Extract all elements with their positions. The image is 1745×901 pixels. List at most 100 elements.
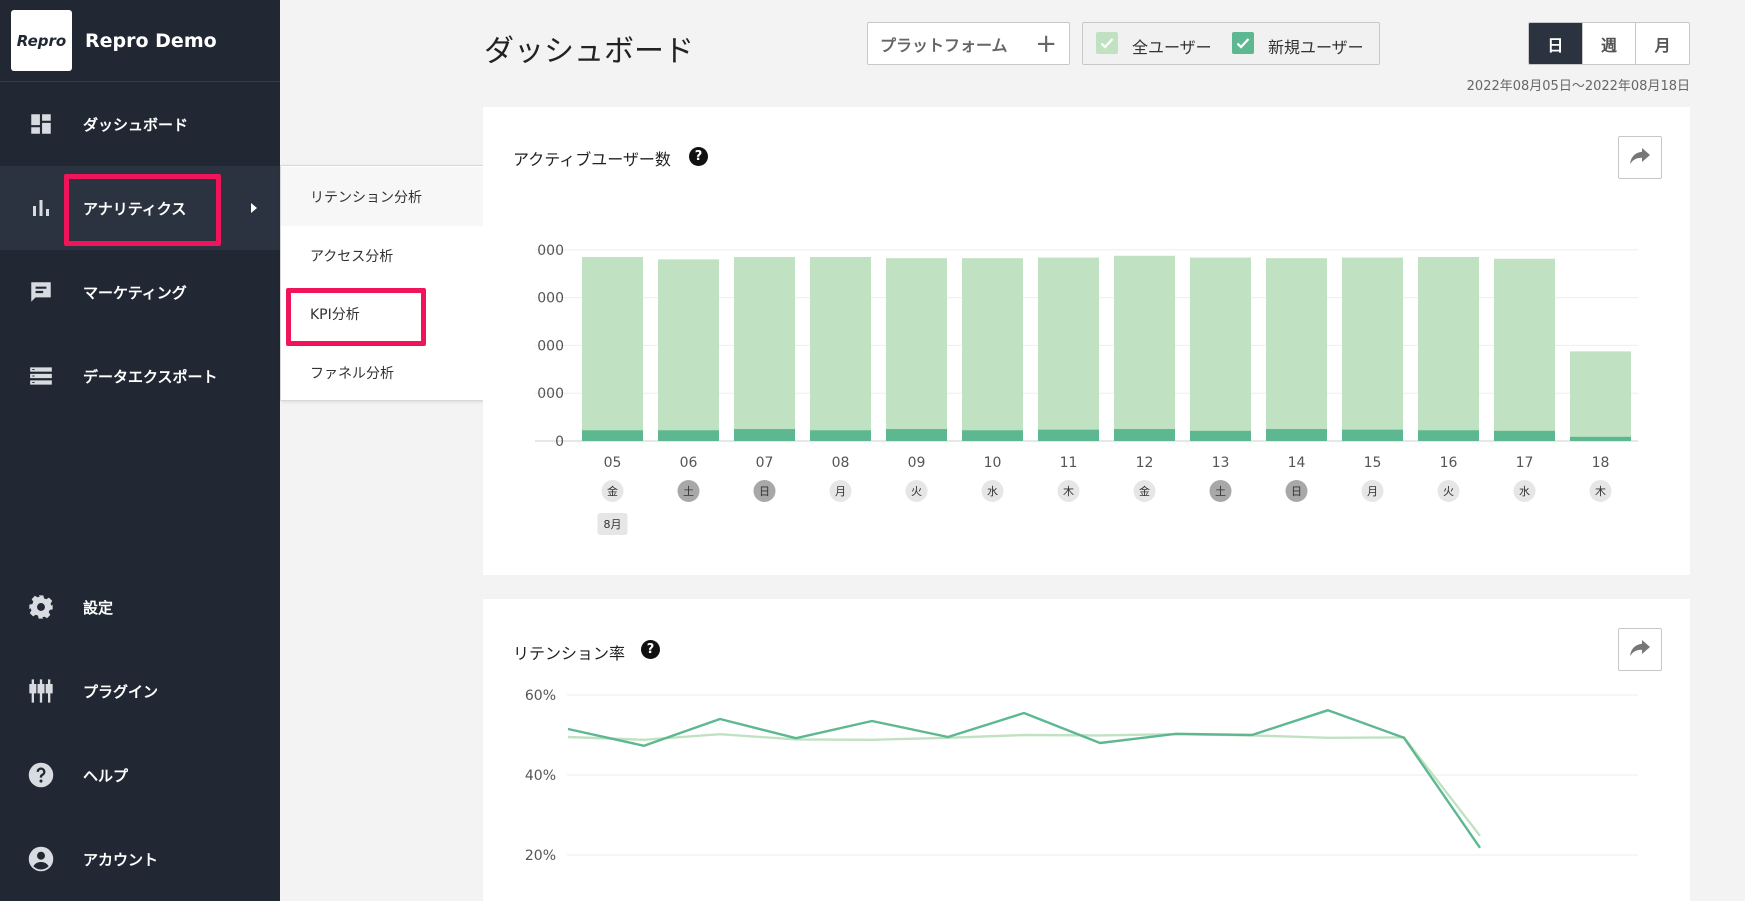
account-icon — [27, 845, 55, 873]
share-button[interactable] — [1618, 136, 1662, 179]
share-button[interactable] — [1618, 628, 1662, 671]
sidebar-item-account[interactable]: アカウント — [0, 817, 280, 901]
sidebar-item-data-export[interactable]: データエクスポート — [0, 334, 280, 418]
sidebar-item-label: プラグイン — [83, 682, 159, 701]
bar-new-users — [658, 430, 719, 441]
help-icon[interactable]: ? — [641, 640, 660, 659]
x-tick-label: 09 — [908, 455, 926, 471]
platform-filter-label: プラットフォーム — [880, 35, 1008, 55]
weekday-label: 月 — [835, 485, 846, 498]
bar-new-users — [1114, 429, 1175, 441]
user-type-filter: 全ユーザー 新規ユーザー — [1082, 22, 1380, 65]
help-icon[interactable]: ? — [689, 147, 708, 166]
date-range: 2022年08月05日〜2022年08月18日 — [1466, 79, 1690, 94]
sidebar-item-plugin[interactable]: プラグイン — [0, 649, 280, 733]
y-tick-label: 20% — [525, 848, 556, 864]
bar-new-users — [1570, 436, 1631, 441]
bar-new-users — [734, 429, 795, 441]
x-tick-label: 15 — [1364, 455, 1382, 471]
sidebar-item-marketing[interactable]: マーケティング — [0, 250, 280, 334]
sidebar-item-label: ヘルプ — [83, 766, 129, 785]
bar-new-users — [886, 429, 947, 441]
sidebar-item-label: 設定 — [83, 598, 114, 617]
weekday-badge — [1133, 480, 1156, 502]
bar-new-users — [1342, 429, 1403, 441]
y-tick-label: 40% — [525, 768, 556, 784]
retention-line-chart: 60% 40% 20% — [525, 688, 1638, 864]
weekday-badge — [905, 480, 928, 502]
bar-new-users — [1266, 429, 1327, 441]
weekday-badge — [1209, 480, 1232, 502]
platform-filter-button[interactable]: プラットフォーム + — [867, 22, 1070, 65]
period-week-button[interactable]: 週 — [1581, 23, 1636, 64]
series-line — [567, 708, 1481, 849]
dashboard-icon — [27, 110, 55, 138]
submenu-item-access[interactable]: アクセス分析 — [310, 248, 394, 265]
brand: Repro Repro Demo — [0, 0, 280, 82]
caret-right-icon — [251, 203, 257, 213]
sidebar-item-label: データエクスポート — [83, 367, 218, 386]
weekday-badge — [1057, 480, 1080, 502]
bar-new-users — [1418, 430, 1479, 441]
weekday-badge — [601, 480, 624, 502]
share-icon — [1629, 639, 1651, 661]
month-badge — [597, 513, 628, 535]
series-line — [567, 732, 1481, 837]
y-tick-label: 0 — [555, 434, 564, 450]
weekday-badge — [829, 480, 852, 502]
sidebar-item-label: マーケティング — [83, 283, 187, 302]
bar-new-users — [1038, 429, 1099, 441]
x-tick-label: 13 — [1212, 455, 1230, 471]
period-day-button[interactable]: 日 — [1529, 23, 1582, 64]
sidebar: Repro Repro Demo ダッシュボード アナリティクス マーケティング… — [0, 0, 280, 901]
repro-logo[interactable]: Repro — [11, 10, 72, 71]
weekday-label: 木 — [1595, 485, 1606, 498]
bar-new-users — [582, 430, 643, 441]
bar-new-users — [1190, 430, 1251, 441]
weekday-label: 火 — [1443, 485, 1454, 498]
weekday-label: 土 — [1215, 485, 1226, 498]
weekday-label: 日 — [1291, 485, 1302, 498]
weekday-badge — [1285, 480, 1308, 502]
submenu-item-funnel[interactable]: ファネル分析 — [310, 365, 394, 382]
plus-icon: + — [1035, 29, 1057, 59]
bar-all-users — [1038, 257, 1099, 441]
sidebar-item-settings[interactable]: 設定 — [0, 565, 280, 649]
sidebar-item-dashboard[interactable]: ダッシュボード — [0, 82, 280, 166]
bar-all-users — [582, 256, 643, 441]
y-tick-label: 000 — [537, 386, 564, 402]
sidebar-item-label: ダッシュボード — [83, 115, 189, 134]
weekday-badge — [1361, 480, 1384, 502]
bar-all-users — [1190, 257, 1251, 441]
weekday-badge — [753, 480, 776, 502]
bar-all-users — [886, 258, 947, 441]
submenu-item-kpi[interactable]: KPI分析 — [310, 306, 360, 323]
gear-icon — [27, 593, 55, 621]
sidebar-item-analytics[interactable]: アナリティクス — [0, 166, 280, 250]
new-users-checkbox[interactable] — [1232, 32, 1254, 54]
x-tick-label: 14 — [1288, 455, 1306, 471]
active-users-title: アクティブユーザー数 — [513, 150, 671, 169]
y-tick-label: 60% — [525, 688, 556, 704]
x-tick-label: 11 — [1060, 455, 1078, 471]
x-tick-label: 12 — [1136, 455, 1154, 471]
x-tick-label: 07 — [756, 455, 774, 471]
weekday-badge — [981, 480, 1004, 502]
page-title: ダッシュボード — [484, 34, 694, 69]
active-users-bar-chart: 000000000000005金06土07日08月09火10水11木12金13土… — [535, 243, 1638, 535]
message-icon — [27, 278, 55, 306]
x-tick-label: 17 — [1516, 455, 1534, 471]
bar-new-users — [1494, 430, 1555, 441]
all-users-label: 全ユーザー — [1132, 38, 1212, 57]
weekday-label: 金 — [1139, 484, 1150, 498]
sidebar-item-help[interactable]: ヘルプ — [0, 733, 280, 817]
weekday-badge — [677, 480, 700, 502]
bar-all-users — [1494, 258, 1555, 441]
all-users-checkbox[interactable] — [1096, 32, 1118, 54]
x-tick-label: 08 — [832, 455, 850, 471]
sidebar-item-label: アナリティクス — [83, 199, 187, 218]
bar-new-users — [962, 430, 1023, 441]
weekday-label: 水 — [1519, 485, 1530, 498]
period-month-button[interactable]: 月 — [1635, 23, 1689, 64]
bar-all-users — [1570, 351, 1631, 441]
